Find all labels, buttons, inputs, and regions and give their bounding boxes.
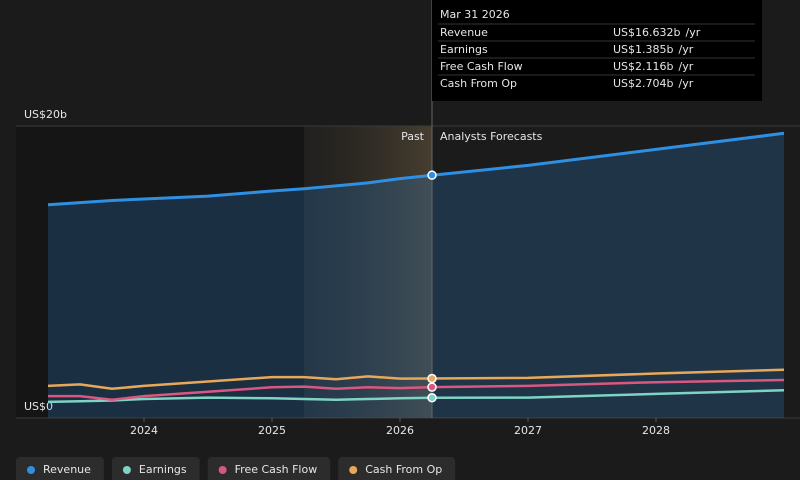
- y-tick-label: US$20b: [24, 108, 67, 121]
- forecast-label: Analysts Forecasts: [440, 130, 543, 143]
- legend-label: Revenue: [43, 463, 91, 476]
- tooltip: Mar 31 2026 Revenue US$16.632b/yr Earnings U…: [432, 0, 762, 101]
- area: [48, 133, 784, 419]
- legend-item[interactable]: Free Cash Flow: [207, 457, 331, 480]
- x-tick-label: 2028: [642, 424, 670, 437]
- line: [47, 368, 785, 391]
- legend-pill: [16, 457, 104, 480]
- legend-swatch: [122, 466, 131, 474]
- legend-label: Free Cash Flow: [235, 463, 318, 476]
- legend-swatch: [349, 466, 358, 474]
- legend-swatch: [27, 466, 35, 474]
- tooltip-value: US$2.704b: [613, 77, 674, 90]
- tooltip-value: US$16.632b: [613, 26, 681, 39]
- tooltip-name: Earnings: [440, 43, 488, 56]
- tooltip-name: Cash From Op: [440, 77, 517, 90]
- x-tick-label: 2027: [514, 424, 542, 437]
- tooltip-name: Free Cash Flow: [440, 60, 523, 73]
- legend-item[interactable]: Revenue: [16, 457, 104, 480]
- legend-pill: [207, 457, 331, 480]
- tooltip-unit: /yr: [679, 43, 694, 56]
- tooltip-unit: /yr: [686, 26, 701, 39]
- y-tick-label: US$0: [24, 400, 53, 413]
- tooltip-name: Revenue: [440, 26, 488, 39]
- tooltip-unit: /yr: [679, 77, 694, 90]
- hover-marker: [427, 382, 437, 392]
- line: [48, 378, 785, 402]
- x-tick-label: 2026: [386, 424, 414, 437]
- legend-label: Cash From Op: [365, 463, 442, 476]
- legend-item[interactable]: Cash From Op: [338, 457, 456, 480]
- legend-pill: [338, 457, 456, 480]
- past-label: Past: [401, 130, 425, 143]
- legend-pill: [111, 457, 200, 480]
- tooltip-value: US$1.385b: [613, 43, 674, 56]
- hover-marker: [427, 373, 437, 384]
- hover-marker: [427, 393, 437, 403]
- tooltip-value: US$2.116b: [613, 60, 674, 73]
- past-region: [16, 126, 304, 418]
- tooltip-title: Mar 31 2026: [440, 8, 510, 21]
- legend-item[interactable]: Earnings: [111, 457, 200, 480]
- x-tick-label: 2024: [130, 424, 158, 437]
- legend-swatch: [218, 466, 227, 474]
- highlight-region: [304, 126, 432, 418]
- x-tick-label: 2025: [258, 424, 286, 437]
- tooltip-unit: /yr: [679, 60, 694, 73]
- line: [47, 131, 785, 207]
- tooltip-box: [432, 0, 762, 101]
- hover-marker: [427, 170, 437, 180]
- legend-label: Earnings: [139, 463, 187, 476]
